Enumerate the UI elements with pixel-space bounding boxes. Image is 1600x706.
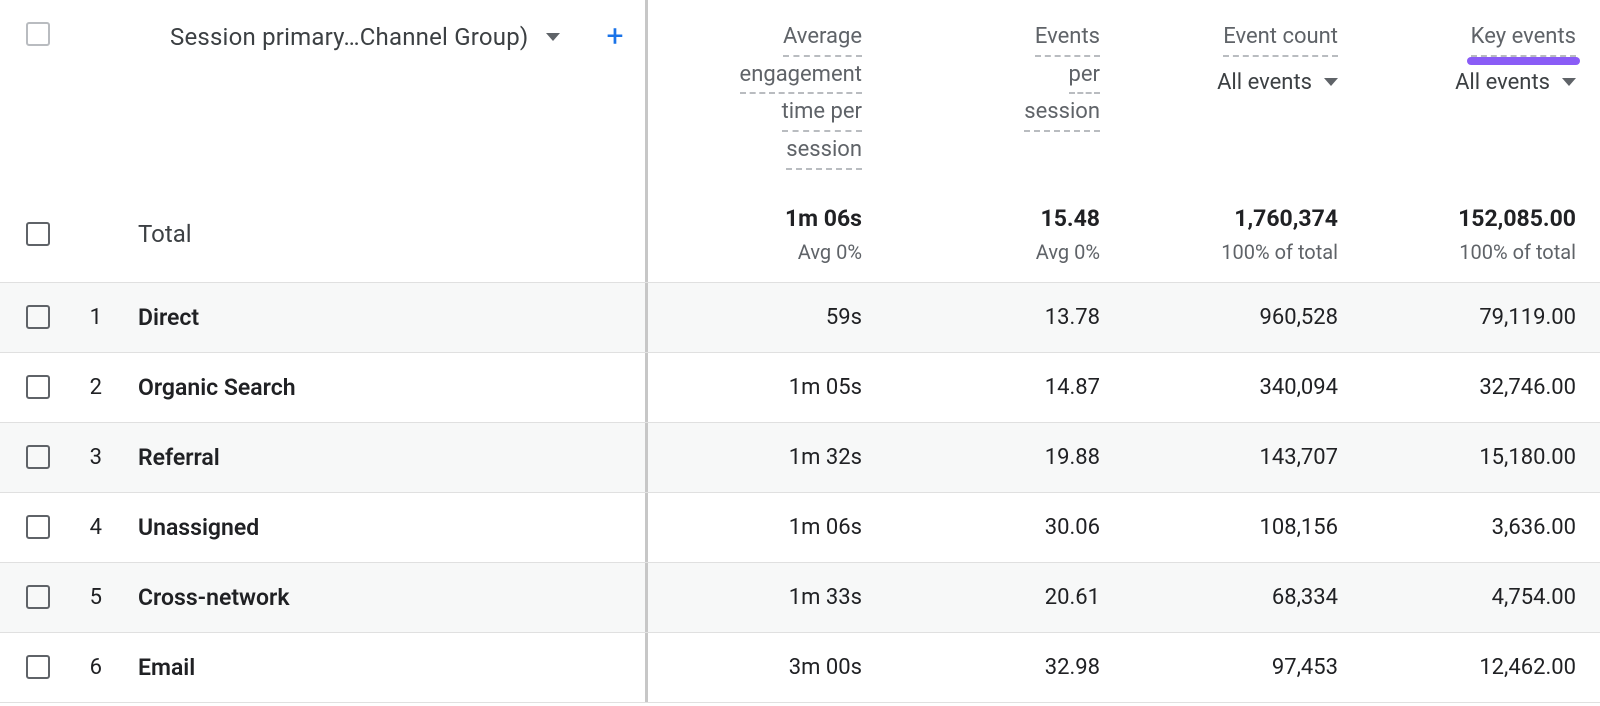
totals-event-count: 1,760,374 bbox=[1234, 205, 1338, 232]
totals-avg-engagement: 1m 06s bbox=[785, 205, 862, 232]
table-row[interactable]: 3Referral 1m 32s 19.88 143,707 15,180.00 bbox=[0, 423, 1600, 493]
table-row[interactable]: 2Organic Search 1m 05s 14.87 340,094 32,746.… bbox=[0, 353, 1600, 423]
cell-event-count: 143,707 bbox=[1259, 445, 1338, 470]
cell-avg-engagement: 59s bbox=[826, 305, 862, 330]
row-checkbox[interactable] bbox=[26, 655, 50, 679]
cell-events-per-session: 13.78 bbox=[1045, 305, 1100, 330]
totals-checkbox[interactable] bbox=[26, 222, 50, 246]
cell-key-events: 3,636.00 bbox=[1492, 515, 1576, 540]
cell-key-events: 15,180.00 bbox=[1479, 445, 1576, 470]
cell-event-count: 68,334 bbox=[1272, 585, 1338, 610]
row-dimension-name[interactable]: Referral bbox=[138, 444, 220, 471]
caret-down-icon bbox=[1324, 78, 1338, 86]
cell-avg-engagement: 1m 06s bbox=[789, 515, 862, 540]
cell-event-count: 340,094 bbox=[1259, 375, 1338, 400]
cell-event-count: 97,453 bbox=[1272, 655, 1338, 680]
row-index: 3 bbox=[50, 445, 138, 470]
row-dimension-name[interactable]: Organic Search bbox=[138, 374, 296, 401]
cell-avg-engagement: 3m 00s bbox=[789, 655, 862, 680]
caret-down-icon bbox=[546, 33, 560, 41]
column-header-event-count[interactable]: Event count All events bbox=[1124, 0, 1362, 187]
row-index: 6 bbox=[50, 655, 138, 680]
totals-row: Total 1m 06s Avg 0% 15.48 Avg 0% 1,760,3… bbox=[0, 187, 1600, 283]
row-checkbox[interactable] bbox=[26, 445, 50, 469]
cell-events-per-session: 19.88 bbox=[1045, 445, 1100, 470]
cell-avg-engagement: 1m 05s bbox=[789, 375, 862, 400]
row-dimension-name[interactable]: Unassigned bbox=[138, 514, 259, 541]
select-all-checkbox[interactable] bbox=[26, 22, 50, 46]
column-header-key-events[interactable]: Key events All events bbox=[1362, 0, 1600, 187]
cell-events-per-session: 14.87 bbox=[1045, 375, 1100, 400]
table-header-row: Session primary…Channel Group) + Average… bbox=[0, 0, 1600, 187]
analytics-table: Session primary…Channel Group) + Average… bbox=[0, 0, 1600, 703]
table-row[interactable]: 6Email 3m 00s 32.98 97,453 12,462.00 bbox=[0, 633, 1600, 703]
cell-event-count: 960,528 bbox=[1259, 305, 1338, 330]
totals-label: Total bbox=[138, 220, 192, 248]
cell-events-per-session: 30.06 bbox=[1045, 515, 1100, 540]
cell-event-count: 108,156 bbox=[1259, 515, 1338, 540]
cell-events-per-session: 20.61 bbox=[1045, 585, 1100, 610]
row-checkbox[interactable] bbox=[26, 305, 50, 329]
row-index: 2 bbox=[50, 375, 138, 400]
event-count-filter[interactable]: All events bbox=[1217, 70, 1338, 95]
cell-avg-engagement: 1m 33s bbox=[789, 585, 862, 610]
cell-avg-engagement: 1m 32s bbox=[789, 445, 862, 470]
add-dimension-button[interactable]: + bbox=[606, 22, 623, 52]
cell-key-events: 32,746.00 bbox=[1479, 375, 1576, 400]
table-row[interactable]: 5Cross-network 1m 33s 20.61 68,334 4,754.00 bbox=[0, 563, 1600, 633]
row-index: 1 bbox=[50, 305, 138, 330]
header-left-pane: Session primary…Channel Group) + bbox=[0, 0, 648, 187]
cell-events-per-session: 32.98 bbox=[1045, 655, 1100, 680]
row-index: 4 bbox=[50, 515, 138, 540]
row-checkbox[interactable] bbox=[26, 375, 50, 399]
cell-key-events: 12,462.00 bbox=[1479, 655, 1576, 680]
column-header-events-per-session[interactable]: Events per session bbox=[886, 0, 1124, 187]
row-dimension-name[interactable]: Email bbox=[138, 654, 195, 681]
row-checkbox[interactable] bbox=[26, 585, 50, 609]
column-header-avg-engagement[interactable]: Average engagement time per session bbox=[648, 0, 886, 187]
table-row[interactable]: 4Unassigned 1m 06s 30.06 108,156 3,636.00 bbox=[0, 493, 1600, 563]
cell-key-events: 4,754.00 bbox=[1492, 585, 1576, 610]
key-events-filter[interactable]: All events bbox=[1455, 70, 1576, 95]
cell-key-events: 79,119.00 bbox=[1479, 305, 1576, 330]
table-row[interactable]: 1Direct 59s 13.78 960,528 79,119.00 bbox=[0, 283, 1600, 353]
row-dimension-name[interactable]: Cross-network bbox=[138, 584, 289, 611]
row-index: 5 bbox=[50, 585, 138, 610]
totals-events-per-session: 15.48 bbox=[1041, 205, 1100, 232]
row-checkbox[interactable] bbox=[26, 515, 50, 539]
row-dimension-name[interactable]: Direct bbox=[138, 304, 199, 331]
dimension-label: Session primary…Channel Group) bbox=[170, 23, 528, 51]
header-right-pane: Average engagement time per session Even… bbox=[648, 0, 1600, 187]
dimension-selector[interactable]: Session primary…Channel Group) + bbox=[170, 22, 623, 52]
totals-key-events: 152,085.00 bbox=[1458, 205, 1576, 232]
caret-down-icon bbox=[1562, 78, 1576, 86]
